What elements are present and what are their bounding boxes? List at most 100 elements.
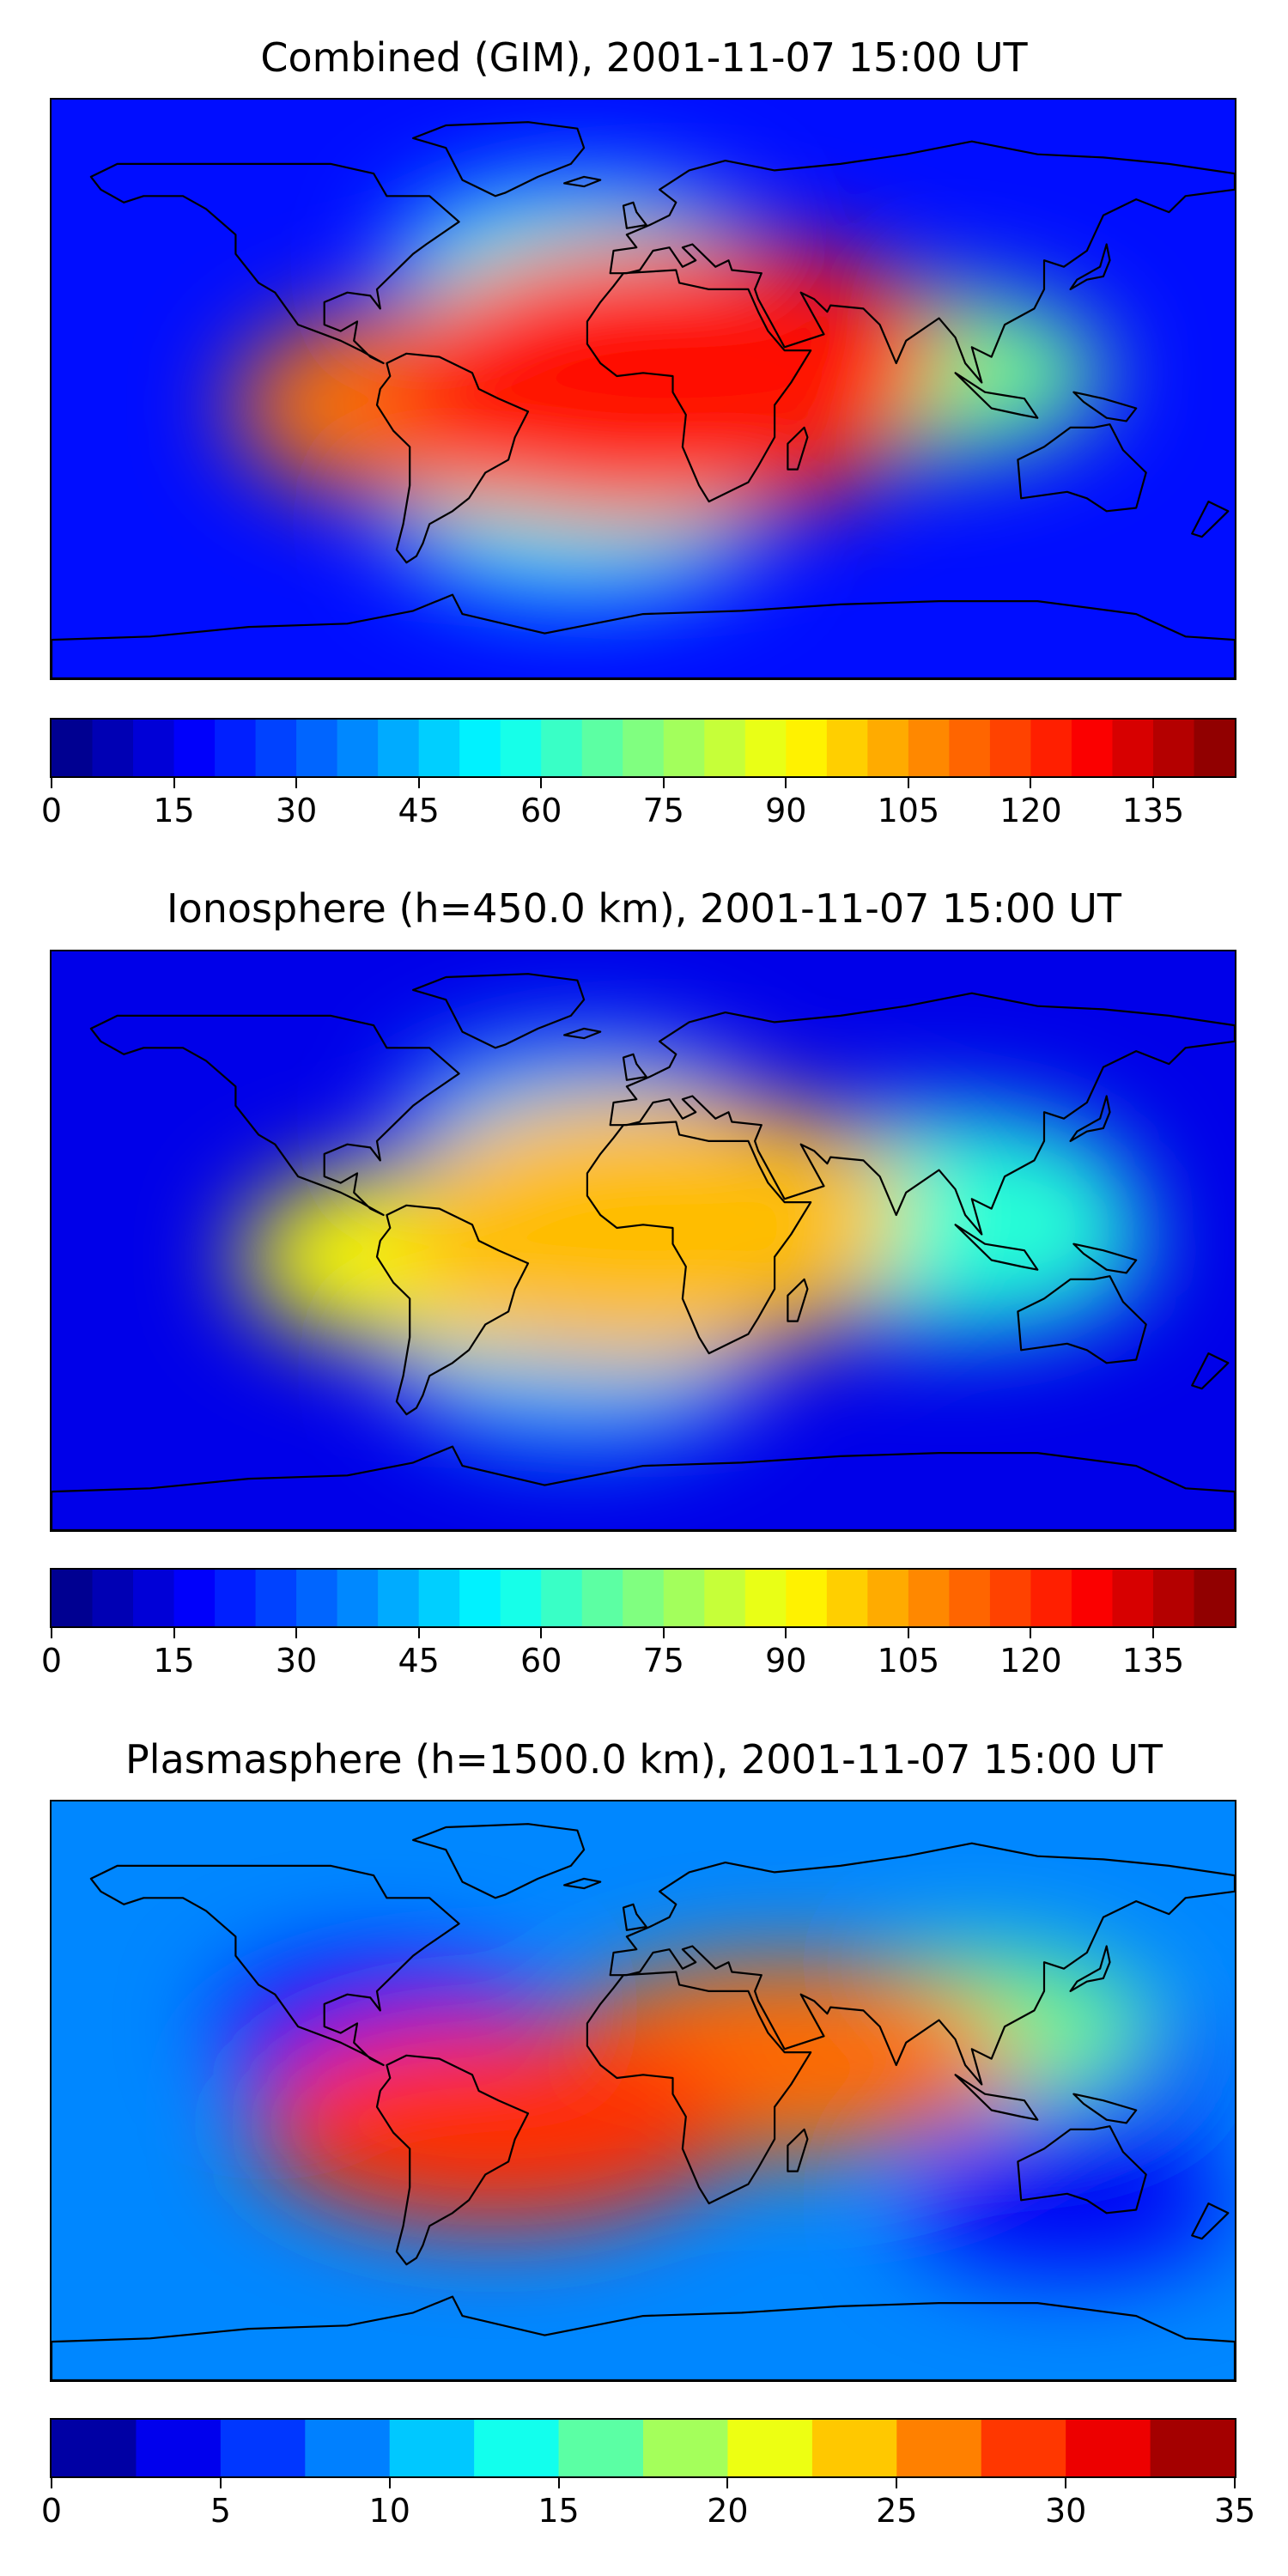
coastline-eurasia	[609, 1842, 1235, 2086]
panel-3-map	[50, 1800, 1236, 2382]
coastline-south-america	[375, 2054, 530, 2266]
colorbar-tick-label: 15	[153, 1642, 195, 1680]
panel-3-colorbar-swatches	[52, 2420, 1235, 2476]
colorbar-swatch	[623, 720, 665, 776]
coastline-japan	[1069, 1945, 1111, 1992]
coastlines	[52, 1823, 1235, 2380]
colorbar-tick-mark	[417, 778, 420, 788]
coastline-south-america	[375, 352, 530, 564]
coastline-madagascar	[787, 2128, 809, 2172]
colorbar-swatch	[1152, 1570, 1195, 1626]
colorbar-swatch	[541, 1570, 583, 1626]
colorbar-swatch	[92, 1570, 134, 1626]
coastline-africa	[586, 1971, 812, 2205]
coastline-indonesia	[954, 372, 1039, 419]
colorbar-swatch	[744, 1570, 787, 1626]
colorbar-tick-label: 0	[40, 1642, 63, 1680]
colorbar-swatch	[418, 720, 460, 776]
colorbar-swatch	[989, 720, 1032, 776]
coastline-australia	[1017, 2125, 1147, 2215]
colorbar-swatch	[52, 2420, 137, 2476]
panel-2-title: Ionosphere (h=450.0 km), 2001-11-07 15:0…	[167, 885, 1121, 932]
panel-1-heatmap	[52, 100, 1235, 678]
panel-3-heatmap	[52, 1801, 1235, 2380]
colorbar-tick-label: 45	[398, 1642, 440, 1680]
colorbar-tick-mark	[1234, 2478, 1236, 2488]
colorbar-tick-label: 60	[520, 792, 562, 829]
coastline-north-america	[89, 1014, 460, 1217]
colorbar-tick-mark	[1030, 1628, 1032, 1638]
colorbar-swatch	[215, 720, 257, 776]
colorbar-tick-label: 120	[999, 1642, 1062, 1680]
colorbar-swatch	[296, 720, 338, 776]
panel-1-title: Combined (GIM), 2001-11-07 15:00 UT	[260, 34, 1028, 81]
colorbar-swatch	[378, 1570, 420, 1626]
colorbar-tick-mark	[1151, 1628, 1154, 1638]
colorbar-tick-label: 35	[1213, 2492, 1256, 2530]
coastlines	[52, 121, 1235, 678]
coastline-eurasia	[609, 140, 1235, 384]
colorbar-swatch	[92, 720, 134, 776]
colorbar-tick-mark	[540, 778, 543, 788]
colorbar-swatch	[623, 1570, 665, 1626]
colorbar-tick-label: 0	[40, 2492, 63, 2530]
colorbar-tick-label: 30	[275, 1642, 318, 1680]
colorbar-tick-mark	[295, 1628, 298, 1638]
colorbar-swatch	[1030, 720, 1072, 776]
colorbar-swatch	[949, 720, 991, 776]
colorbar-swatch	[643, 2420, 729, 2476]
coastline-north-america	[89, 1864, 460, 2067]
colorbar-tick-mark	[1030, 778, 1032, 788]
colorbar-tick-mark	[295, 778, 298, 788]
panel-2-colorbar	[50, 1568, 1236, 1628]
colorbar-swatch	[133, 720, 175, 776]
colorbar-swatch	[908, 720, 950, 776]
coastline-greenland	[412, 121, 586, 197]
colorbar-swatch	[727, 2420, 813, 2476]
colorbar-tick-label: 105	[877, 1642, 940, 1680]
coastline-uk	[622, 1053, 647, 1081]
coastline-japan	[1069, 1095, 1111, 1142]
colorbar-swatch	[337, 1570, 379, 1626]
coastline-madagascar	[787, 426, 809, 471]
colorbar-tick-mark	[907, 778, 909, 788]
coastline-antarctica	[52, 1445, 1235, 1530]
colorbar-tick-label: 20	[707, 2492, 749, 2530]
colorbar-tick-label: 90	[765, 792, 807, 829]
colorbar-swatch	[786, 720, 828, 776]
colorbar-tick-mark	[785, 778, 787, 788]
colorbar-tick-label: 30	[1044, 2492, 1087, 2530]
colorbar-swatch	[1150, 2420, 1235, 2476]
colorbar-tick-label: 30	[275, 792, 318, 829]
coastline-new-zealand	[1191, 1352, 1230, 1390]
colorbar-swatch	[52, 720, 94, 776]
colorbar-tick-label: 120	[999, 792, 1062, 829]
colorbar-tick-label: 45	[398, 792, 440, 829]
colorbar-tick-label: 0	[40, 792, 63, 829]
colorbar-tick-mark	[219, 2478, 222, 2488]
colorbar-swatch	[744, 720, 787, 776]
colorbar-tick-mark	[557, 2478, 560, 2488]
colorbar-tick-mark	[785, 1628, 787, 1638]
coastline-new-guinea	[1072, 2093, 1138, 2124]
colorbar-tick-label: 10	[368, 2492, 410, 2530]
panel-1-colorbar-swatches	[52, 720, 1235, 776]
colorbar-swatch	[704, 1570, 746, 1626]
colorbar-swatch	[474, 2420, 560, 2476]
panel-2-heatmap	[52, 951, 1235, 1530]
field-feature	[906, 2132, 1235, 2275]
colorbar-tick-mark	[907, 1628, 909, 1638]
colorbar-tick-mark	[417, 1628, 420, 1638]
colorbar-swatch	[1071, 1570, 1114, 1626]
panel-1-map	[50, 98, 1236, 680]
coastline-greenland	[412, 973, 586, 1049]
coastline-australia	[1017, 423, 1147, 513]
colorbar-tick-label: 135	[1121, 1642, 1185, 1680]
coastline-africa	[586, 1121, 812, 1355]
coastline-madagascar	[787, 1278, 809, 1322]
coastline-eurasia	[609, 992, 1235, 1236]
coastline-africa	[586, 269, 812, 503]
colorbar-tick-mark	[51, 2478, 52, 2488]
colorbar-swatch	[389, 2420, 475, 2476]
